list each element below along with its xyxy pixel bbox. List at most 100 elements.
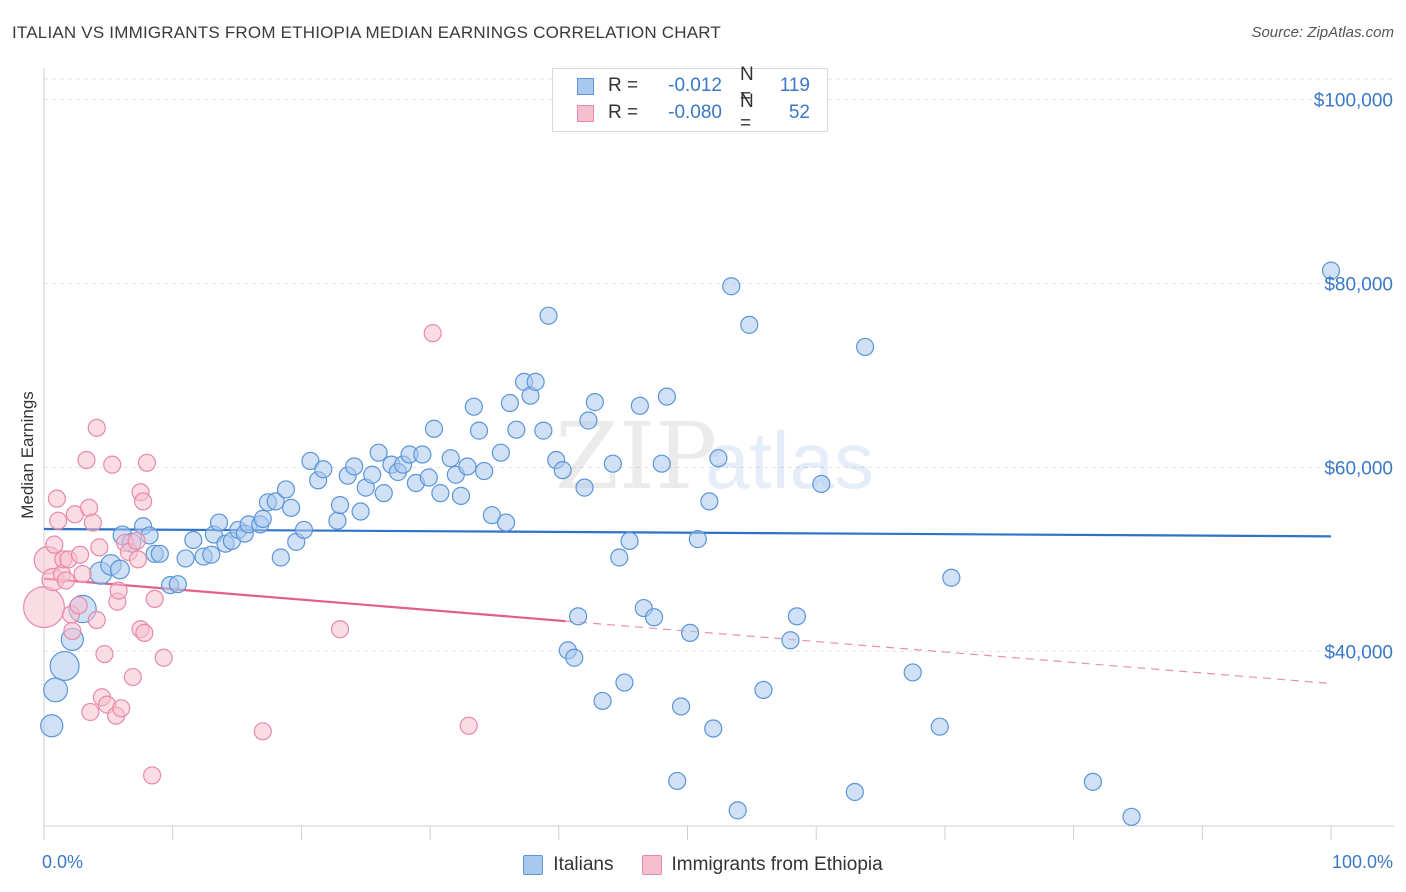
italian-point: [787, 607, 806, 626]
y-tick-label: $100,000: [1314, 91, 1393, 112]
italian-point: [856, 337, 875, 357]
italian-point: [482, 506, 501, 525]
italian-point: [610, 548, 629, 567]
watermark: ZIP atlas: [555, 403, 874, 510]
ethiopia-point: [133, 492, 153, 511]
italian-point: [930, 717, 949, 736]
ethiopia-point: [69, 596, 88, 615]
italian-point: [1083, 772, 1103, 791]
italian-point: [539, 306, 558, 325]
ethiopia-point: [49, 511, 68, 530]
legend-r-label: R =: [608, 75, 639, 96]
axes: [43, 68, 1394, 840]
italian-point: [40, 714, 64, 738]
italian-point: [330, 495, 350, 515]
italian-point: [1321, 261, 1341, 280]
ethiopia-point: [73, 564, 92, 584]
ethiopia-point: [47, 489, 66, 508]
ethiopia-point: [45, 535, 64, 554]
ethiopia-point: [87, 418, 106, 437]
y-tick-label: $40,000: [1324, 642, 1393, 663]
gridlines: [44, 78, 1394, 652]
series-legend: Italians Immigrants from Ethiopia: [0, 852, 1406, 878]
x-tick-label-max: 100.0%: [1331, 852, 1393, 872]
italian-point: [565, 648, 584, 667]
italian-point: [458, 457, 477, 476]
italian-point: [345, 457, 364, 476]
correlation-legend: R = -0.012 N = 119 R = -0.080 N = 52: [552, 64, 828, 134]
y-axis-label: Median Earnings: [18, 391, 37, 519]
italian-point: [700, 492, 719, 511]
italian-point: [740, 315, 759, 334]
legend-n-value: 52: [788, 102, 810, 123]
series-label-italians: Italians: [553, 854, 614, 875]
italian-point: [728, 801, 747, 820]
italian-point: [722, 277, 741, 296]
legend-row-italians: R = -0.012 N = 119: [577, 64, 810, 107]
italian-point: [150, 544, 169, 563]
chart-title: ITALIAN VS IMMIGRANTS FROM ETHIOPIA MEDI…: [12, 23, 721, 42]
italian-point: [424, 419, 444, 438]
ethiopia-point: [137, 453, 157, 472]
italian-point: [657, 387, 677, 406]
italian-point: [668, 771, 687, 791]
ethiopia-point: [109, 581, 128, 600]
italian-point: [507, 420, 526, 439]
legend-n-label: N =: [740, 91, 754, 134]
series-swatch-ethiopia: [641, 855, 662, 875]
italian-point: [534, 421, 553, 440]
italian-point: [202, 545, 221, 564]
italian-point: [500, 393, 519, 413]
italian-point: [615, 673, 634, 692]
chart-source: Source: ZipAtlas.com: [1251, 24, 1394, 41]
italian-point: [704, 719, 723, 738]
ethiopia-point: [135, 623, 154, 643]
ethiopia-point: [95, 644, 114, 664]
ethiopia-point: [81, 702, 100, 722]
italian-point: [328, 511, 347, 530]
italian-point: [374, 484, 393, 503]
italian-point: [569, 607, 588, 626]
legend-r-label: R =: [608, 102, 639, 123]
legend-n-value: 119: [779, 75, 810, 96]
ethiopia-point: [459, 716, 478, 735]
italian-point: [496, 513, 516, 532]
italian-point: [451, 486, 471, 505]
italian-point: [603, 454, 622, 473]
italian-point: [271, 548, 290, 567]
italian-point: [1122, 807, 1141, 826]
italian-point: [688, 530, 707, 549]
italian-point: [491, 443, 510, 462]
italian-point: [652, 454, 671, 473]
italian-point: [363, 465, 382, 484]
italian-point: [630, 396, 649, 415]
italian-point: [469, 421, 489, 440]
ethiopia-point: [145, 589, 164, 608]
italian-point: [680, 623, 700, 643]
ethiopia-point: [143, 766, 162, 785]
y-tick-label: $80,000: [1324, 274, 1393, 295]
italian-point: [276, 480, 296, 499]
italian-point: [526, 372, 545, 391]
italian-point: [351, 502, 370, 521]
ethiopia-point: [253, 722, 272, 741]
ethiopia-point: [423, 324, 442, 343]
x-tick-label-min: 0.0%: [42, 852, 84, 872]
italian-point: [282, 498, 301, 517]
italian-point: [441, 449, 460, 468]
italian-point: [585, 393, 604, 412]
italian-point: [176, 549, 195, 568]
y-tick-labels: $40,000 $60,000 $80,000 $100,000: [1314, 91, 1393, 664]
series-legend-italians[interactable]: Italians: [523, 854, 614, 876]
italian-point: [942, 568, 961, 587]
italian-point: [314, 460, 333, 479]
ethiopia-point: [56, 571, 75, 590]
italian-point: [553, 461, 572, 480]
italian-point: [413, 445, 432, 464]
italian-point: [184, 530, 203, 550]
italian-point: [754, 680, 773, 700]
series-legend-ethiopia[interactable]: Immigrants from Ethiopia: [641, 854, 883, 876]
italian-point: [781, 631, 800, 650]
legend-swatch-ethiopia: [577, 104, 594, 122]
